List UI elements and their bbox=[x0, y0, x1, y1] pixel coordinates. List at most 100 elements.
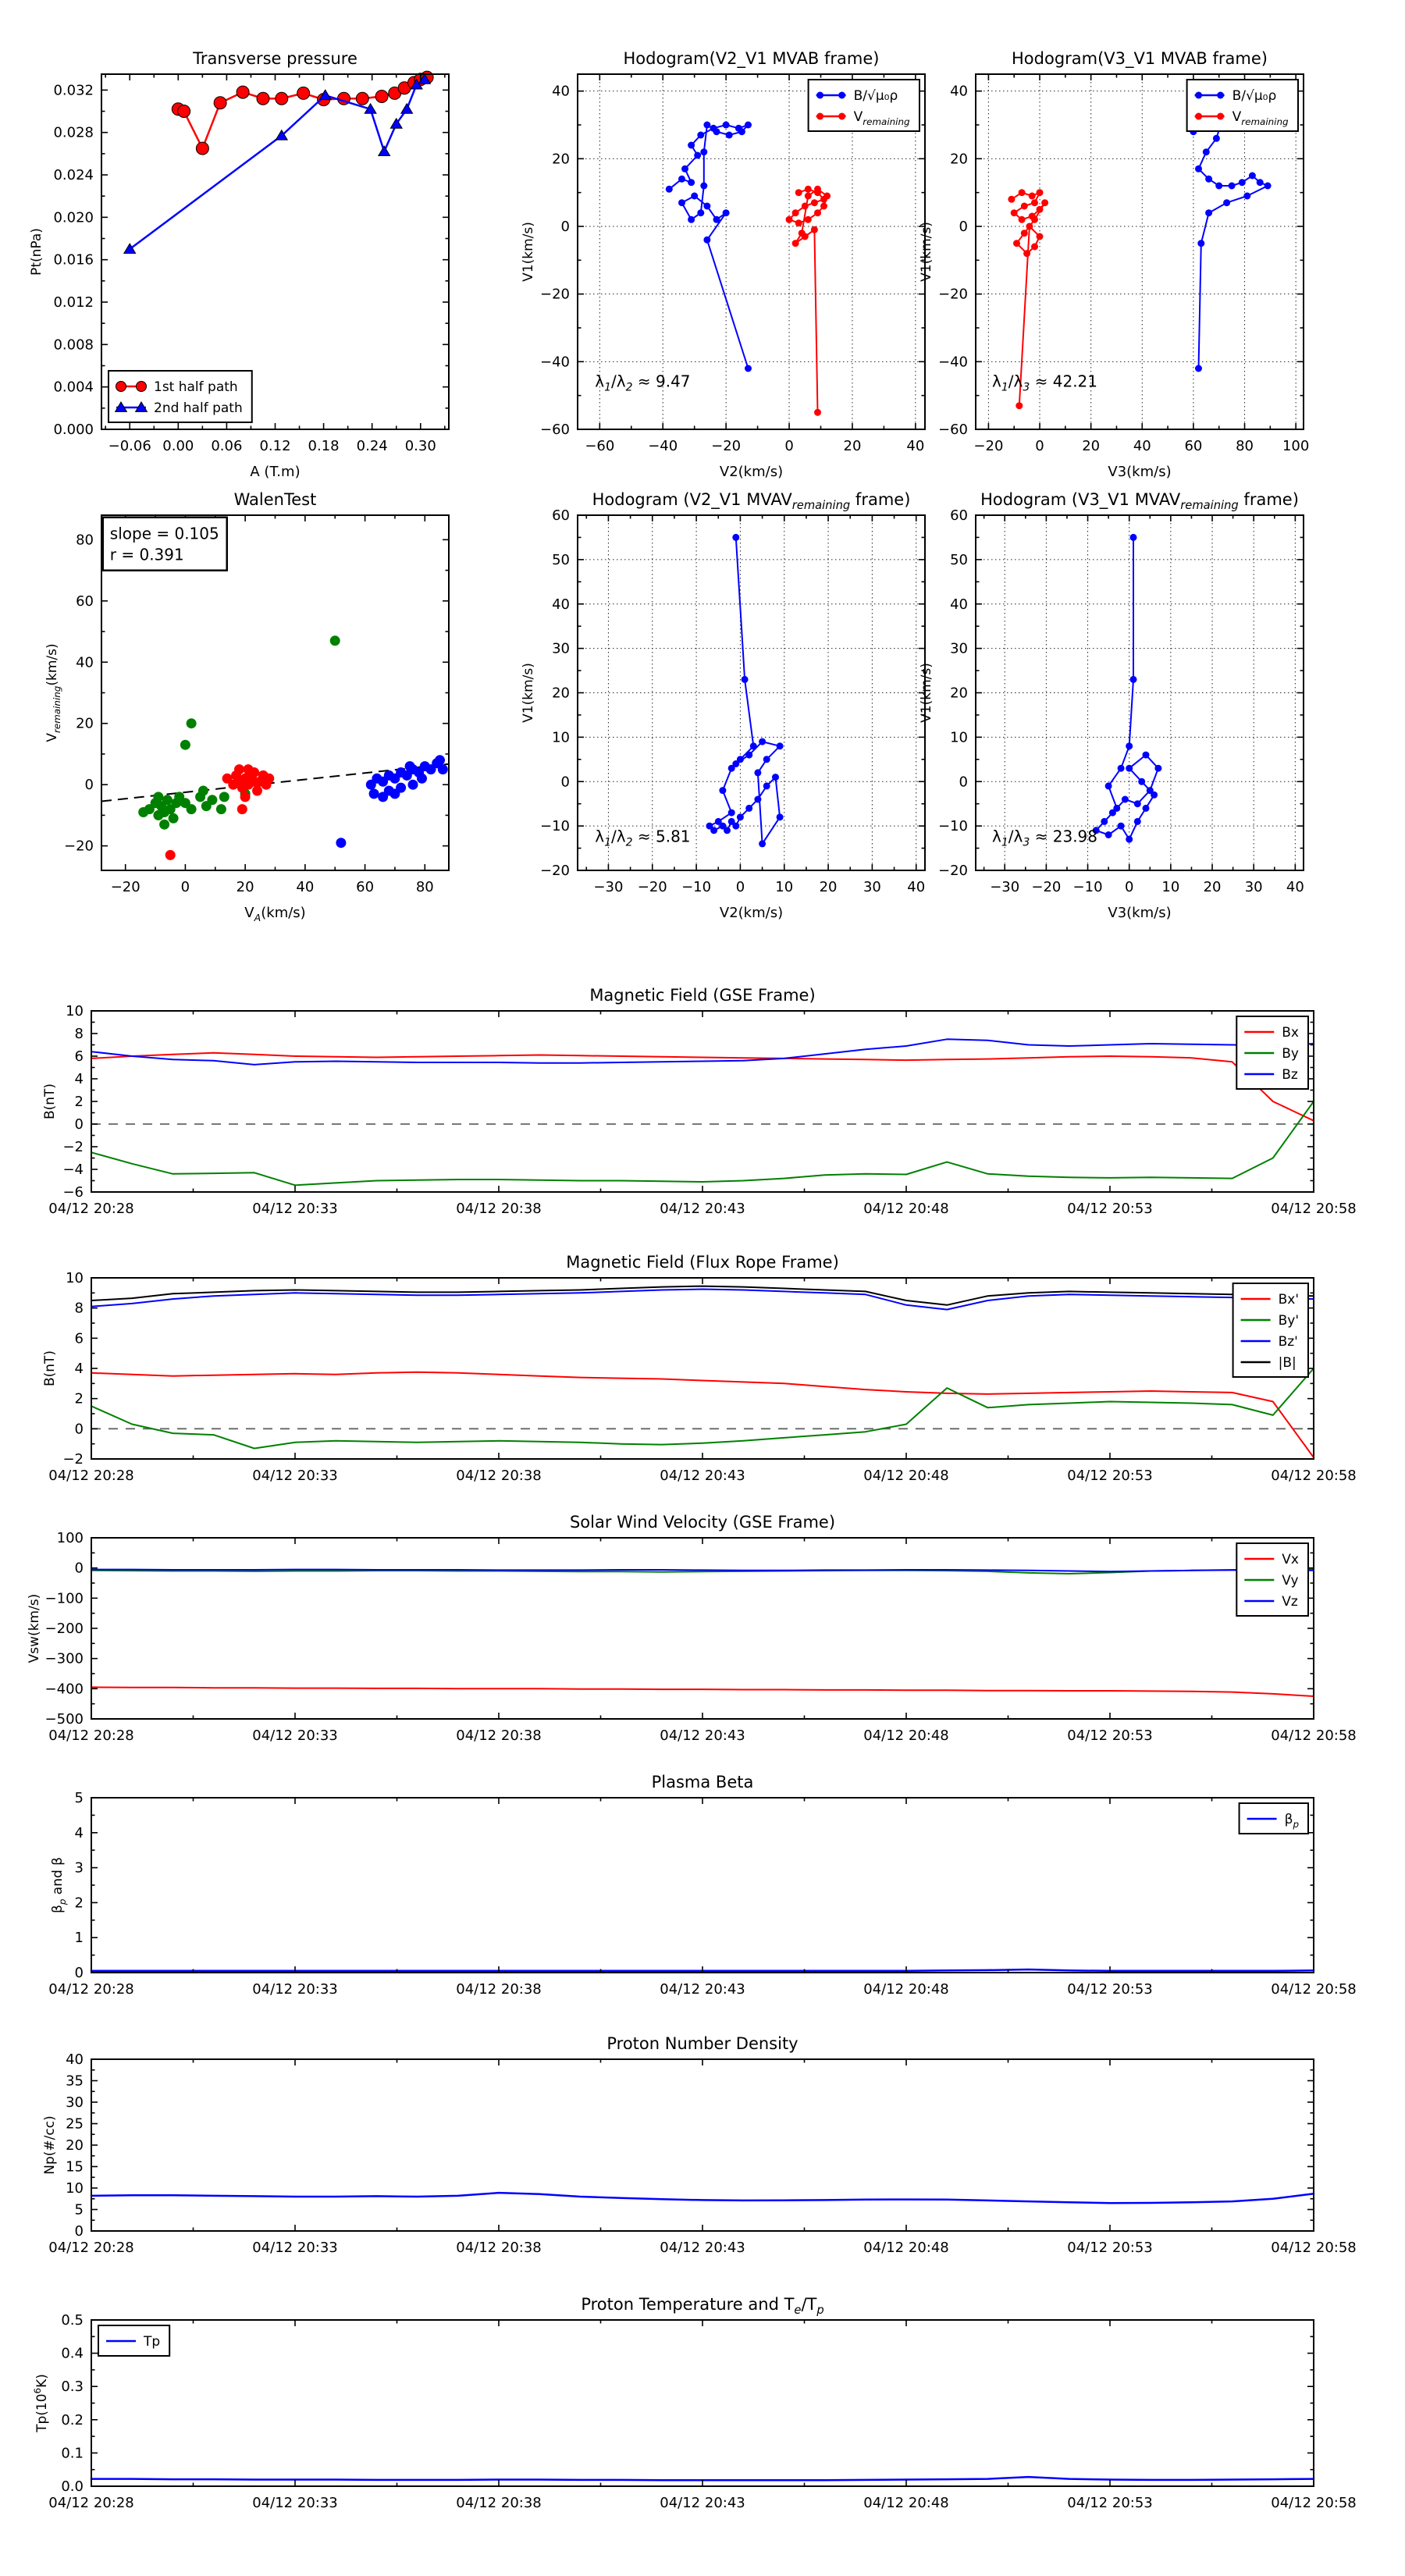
plasma-beta-legend: βp bbox=[1238, 1802, 1309, 1834]
proton-density-title: Proton Number Density bbox=[606, 2034, 798, 2053]
point bbox=[791, 209, 799, 217]
y-tick-label: 40 bbox=[552, 596, 570, 613]
point bbox=[719, 787, 727, 795]
point bbox=[1016, 402, 1023, 410]
walen-test-title: WalenTest bbox=[234, 490, 317, 509]
point bbox=[665, 185, 673, 193]
vsw-gse-y-axis-label: Vsw(km/s) bbox=[27, 1594, 42, 1663]
x-tick-label: 04/12 20:28 bbox=[48, 1727, 133, 1744]
y-tick-label: 0 bbox=[75, 1116, 84, 1133]
x-tick-label: 04/12 20:43 bbox=[660, 2240, 745, 2256]
y-tick-label: 4 bbox=[75, 1825, 84, 1841]
x-tick-label: 04/12 20:53 bbox=[1067, 1981, 1152, 1998]
x-tick-label: 40 bbox=[907, 879, 925, 895]
walen-test-x-axis-label: VA(km/s) bbox=[244, 905, 305, 923]
y-tick-label: 4 bbox=[75, 1361, 84, 1377]
point bbox=[700, 182, 708, 190]
legend-marker-v-remaining bbox=[816, 112, 824, 120]
x-tick-label: 04/12 20:33 bbox=[252, 1468, 337, 1484]
y-tick-label: −400 bbox=[45, 1681, 84, 1697]
y-tick-label: 0.3 bbox=[61, 2379, 84, 2395]
point bbox=[697, 131, 705, 139]
point bbox=[823, 192, 831, 200]
point bbox=[725, 131, 733, 139]
point bbox=[727, 817, 735, 825]
x-tick-label: 40 bbox=[906, 438, 924, 454]
y-tick-label: −6 bbox=[62, 1184, 84, 1201]
y-tick-label: 0.2 bbox=[61, 2412, 84, 2428]
x-tick-label: 04/12 20:58 bbox=[1271, 2495, 1356, 2511]
point bbox=[713, 215, 720, 223]
point bbox=[1008, 195, 1016, 203]
point bbox=[703, 236, 711, 244]
x-tick-label: 30 bbox=[863, 879, 881, 895]
point bbox=[162, 795, 173, 806]
y-tick-label: 10 bbox=[950, 729, 968, 745]
x-tick-label: 0.06 bbox=[211, 438, 242, 454]
axes-box bbox=[577, 73, 926, 430]
point bbox=[159, 819, 170, 830]
legend-label-bzp: Bz' bbox=[1279, 1334, 1298, 1350]
triangle-marker bbox=[418, 73, 432, 84]
x-tick-label: 04/12 20:58 bbox=[1271, 1201, 1356, 1217]
point bbox=[1248, 172, 1256, 180]
x-tick-label: 04/12 20:48 bbox=[863, 1727, 948, 1744]
x-tick-label: 04/12 20:38 bbox=[456, 1468, 541, 1484]
x-tick-label: 80 bbox=[1236, 438, 1254, 454]
hodogram-v3v1-mvab-legend: B/√μ₀ρ Vremaining bbox=[1186, 79, 1300, 132]
point bbox=[791, 240, 799, 247]
point bbox=[275, 91, 289, 105]
x-tick-label: 04/12 20:28 bbox=[48, 1201, 133, 1217]
point bbox=[801, 233, 809, 240]
legend-label-second-half-path: 2nd half path bbox=[154, 400, 243, 416]
y-tick-label: 50 bbox=[950, 552, 968, 568]
triangle-marker bbox=[123, 243, 137, 254]
y-tick-label: 10 bbox=[552, 729, 570, 745]
legend-marker-b-alfven bbox=[838, 91, 846, 99]
point bbox=[754, 795, 762, 803]
point bbox=[759, 840, 767, 848]
legend-label-vx: Vx bbox=[1282, 1552, 1299, 1567]
point bbox=[378, 792, 389, 802]
point bbox=[1104, 782, 1112, 790]
point bbox=[153, 792, 164, 802]
x-tick-label: −0.06 bbox=[108, 438, 151, 454]
y-tick-label: 1 bbox=[75, 1930, 84, 1946]
point bbox=[1013, 240, 1020, 247]
point bbox=[745, 804, 753, 812]
transverse-pressure-x-axis-label: A (T.m) bbox=[250, 464, 300, 480]
point bbox=[240, 792, 251, 802]
point bbox=[1036, 205, 1044, 213]
triangle-marker bbox=[318, 89, 332, 101]
y-tick-label: 0.020 bbox=[53, 209, 94, 226]
x-tick-label: 0 bbox=[736, 879, 745, 895]
walen-test-y-axis-label: Vremaining(km/s) bbox=[44, 643, 62, 742]
x-tick-label: 20 bbox=[1082, 438, 1100, 454]
point bbox=[804, 192, 812, 200]
x-tick-label: 04/12 20:38 bbox=[456, 2240, 541, 2256]
y-tick-label: 6 bbox=[75, 1330, 84, 1347]
point bbox=[1264, 182, 1272, 190]
point bbox=[1256, 179, 1264, 187]
x-tick-label: 0 bbox=[1035, 438, 1044, 454]
point bbox=[1238, 179, 1246, 187]
point bbox=[195, 141, 209, 155]
series-b-alfven bbox=[668, 124, 749, 369]
x-tick-label: 04/12 20:58 bbox=[1271, 2240, 1356, 2256]
point bbox=[336, 838, 347, 849]
hodogram-v2v1-mvab-legend: B/√μ₀ρ Vremaining bbox=[807, 79, 921, 132]
x-tick-label: 0.18 bbox=[308, 438, 340, 454]
series-red-points-markers bbox=[165, 764, 275, 860]
point bbox=[1028, 192, 1036, 200]
hodogram-v2v1-mvab-title: Hodogram(V2_V1 MVAB frame) bbox=[624, 49, 880, 69]
y-tick-label: 0.004 bbox=[53, 379, 94, 396]
x-tick-label: −30 bbox=[990, 879, 1019, 895]
y-tick-label: 0.016 bbox=[53, 252, 94, 269]
x-tick-label: 04/12 20:43 bbox=[660, 2495, 745, 2511]
x-tick-label: 04/12 20:48 bbox=[863, 1468, 948, 1484]
point bbox=[1126, 764, 1133, 772]
point bbox=[165, 849, 176, 860]
legend-marker-b-alfven bbox=[1217, 91, 1225, 99]
point bbox=[700, 148, 708, 156]
point bbox=[688, 215, 695, 223]
